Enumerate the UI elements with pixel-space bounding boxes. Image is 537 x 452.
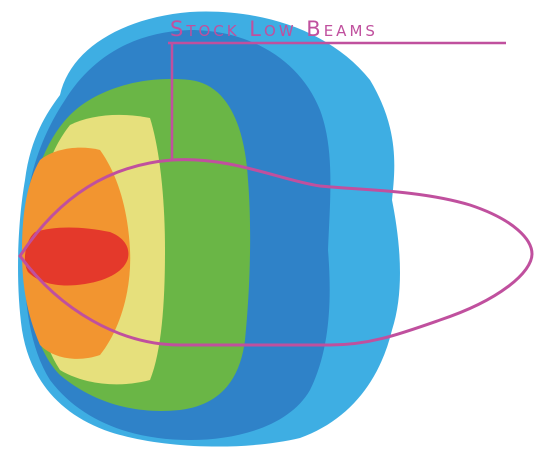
beam-label: Stock Low Beams — [170, 17, 378, 41]
stock-beam-outline — [18, 158, 534, 347]
zone-red — [24, 227, 129, 286]
